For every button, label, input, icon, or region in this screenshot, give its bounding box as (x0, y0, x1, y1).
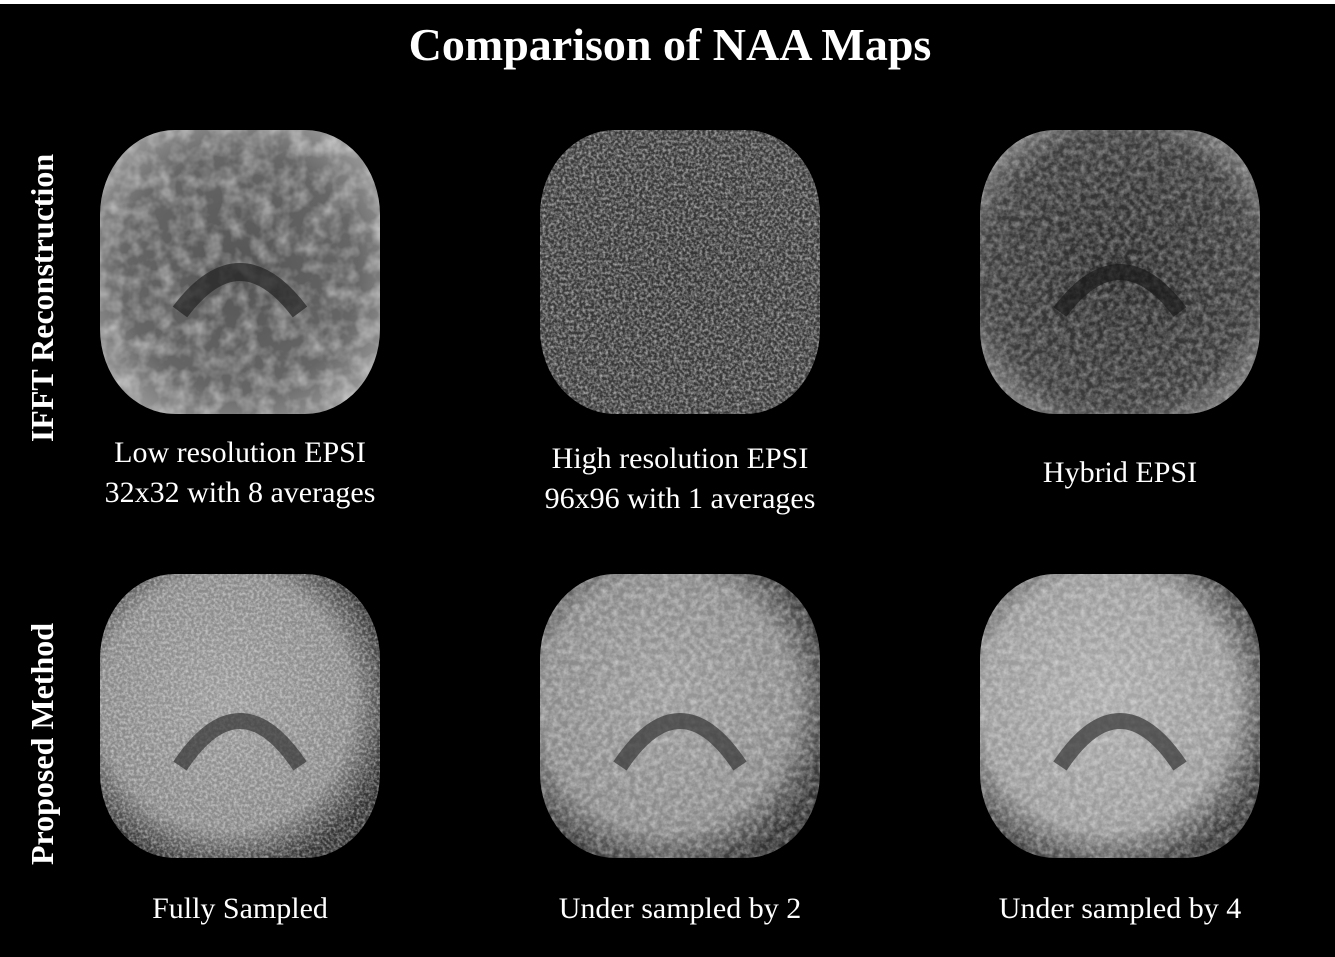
naa-map (540, 574, 820, 858)
naa-map (100, 130, 380, 414)
panel-caption: Under sampled by 2 (559, 892, 801, 925)
panel-caption: Hybrid EPSI (1043, 456, 1197, 489)
naa-map (100, 574, 380, 858)
panel-caption: Under sampled by 4 (999, 892, 1241, 925)
panel-caption: 96x96 with 1 averages (545, 482, 816, 515)
row-label: IFFT Reconstruction (24, 154, 60, 442)
figure: Comparison of NAA Maps IFFT Reconstructi… (0, 0, 1335, 957)
figure-title: Comparison of NAA Maps (409, 19, 932, 70)
panel-caption: Low resolution EPSI (114, 436, 366, 469)
naa-map (980, 130, 1260, 414)
naa-map (540, 130, 820, 414)
panel-caption: High resolution EPSI (552, 442, 809, 475)
top-edge (0, 0, 1335, 4)
panel-caption: Fully Sampled (152, 892, 328, 925)
row-label: Proposed Method (24, 623, 60, 865)
panel-caption: 32x32 with 8 averages (105, 476, 376, 509)
naa-map (980, 574, 1260, 858)
